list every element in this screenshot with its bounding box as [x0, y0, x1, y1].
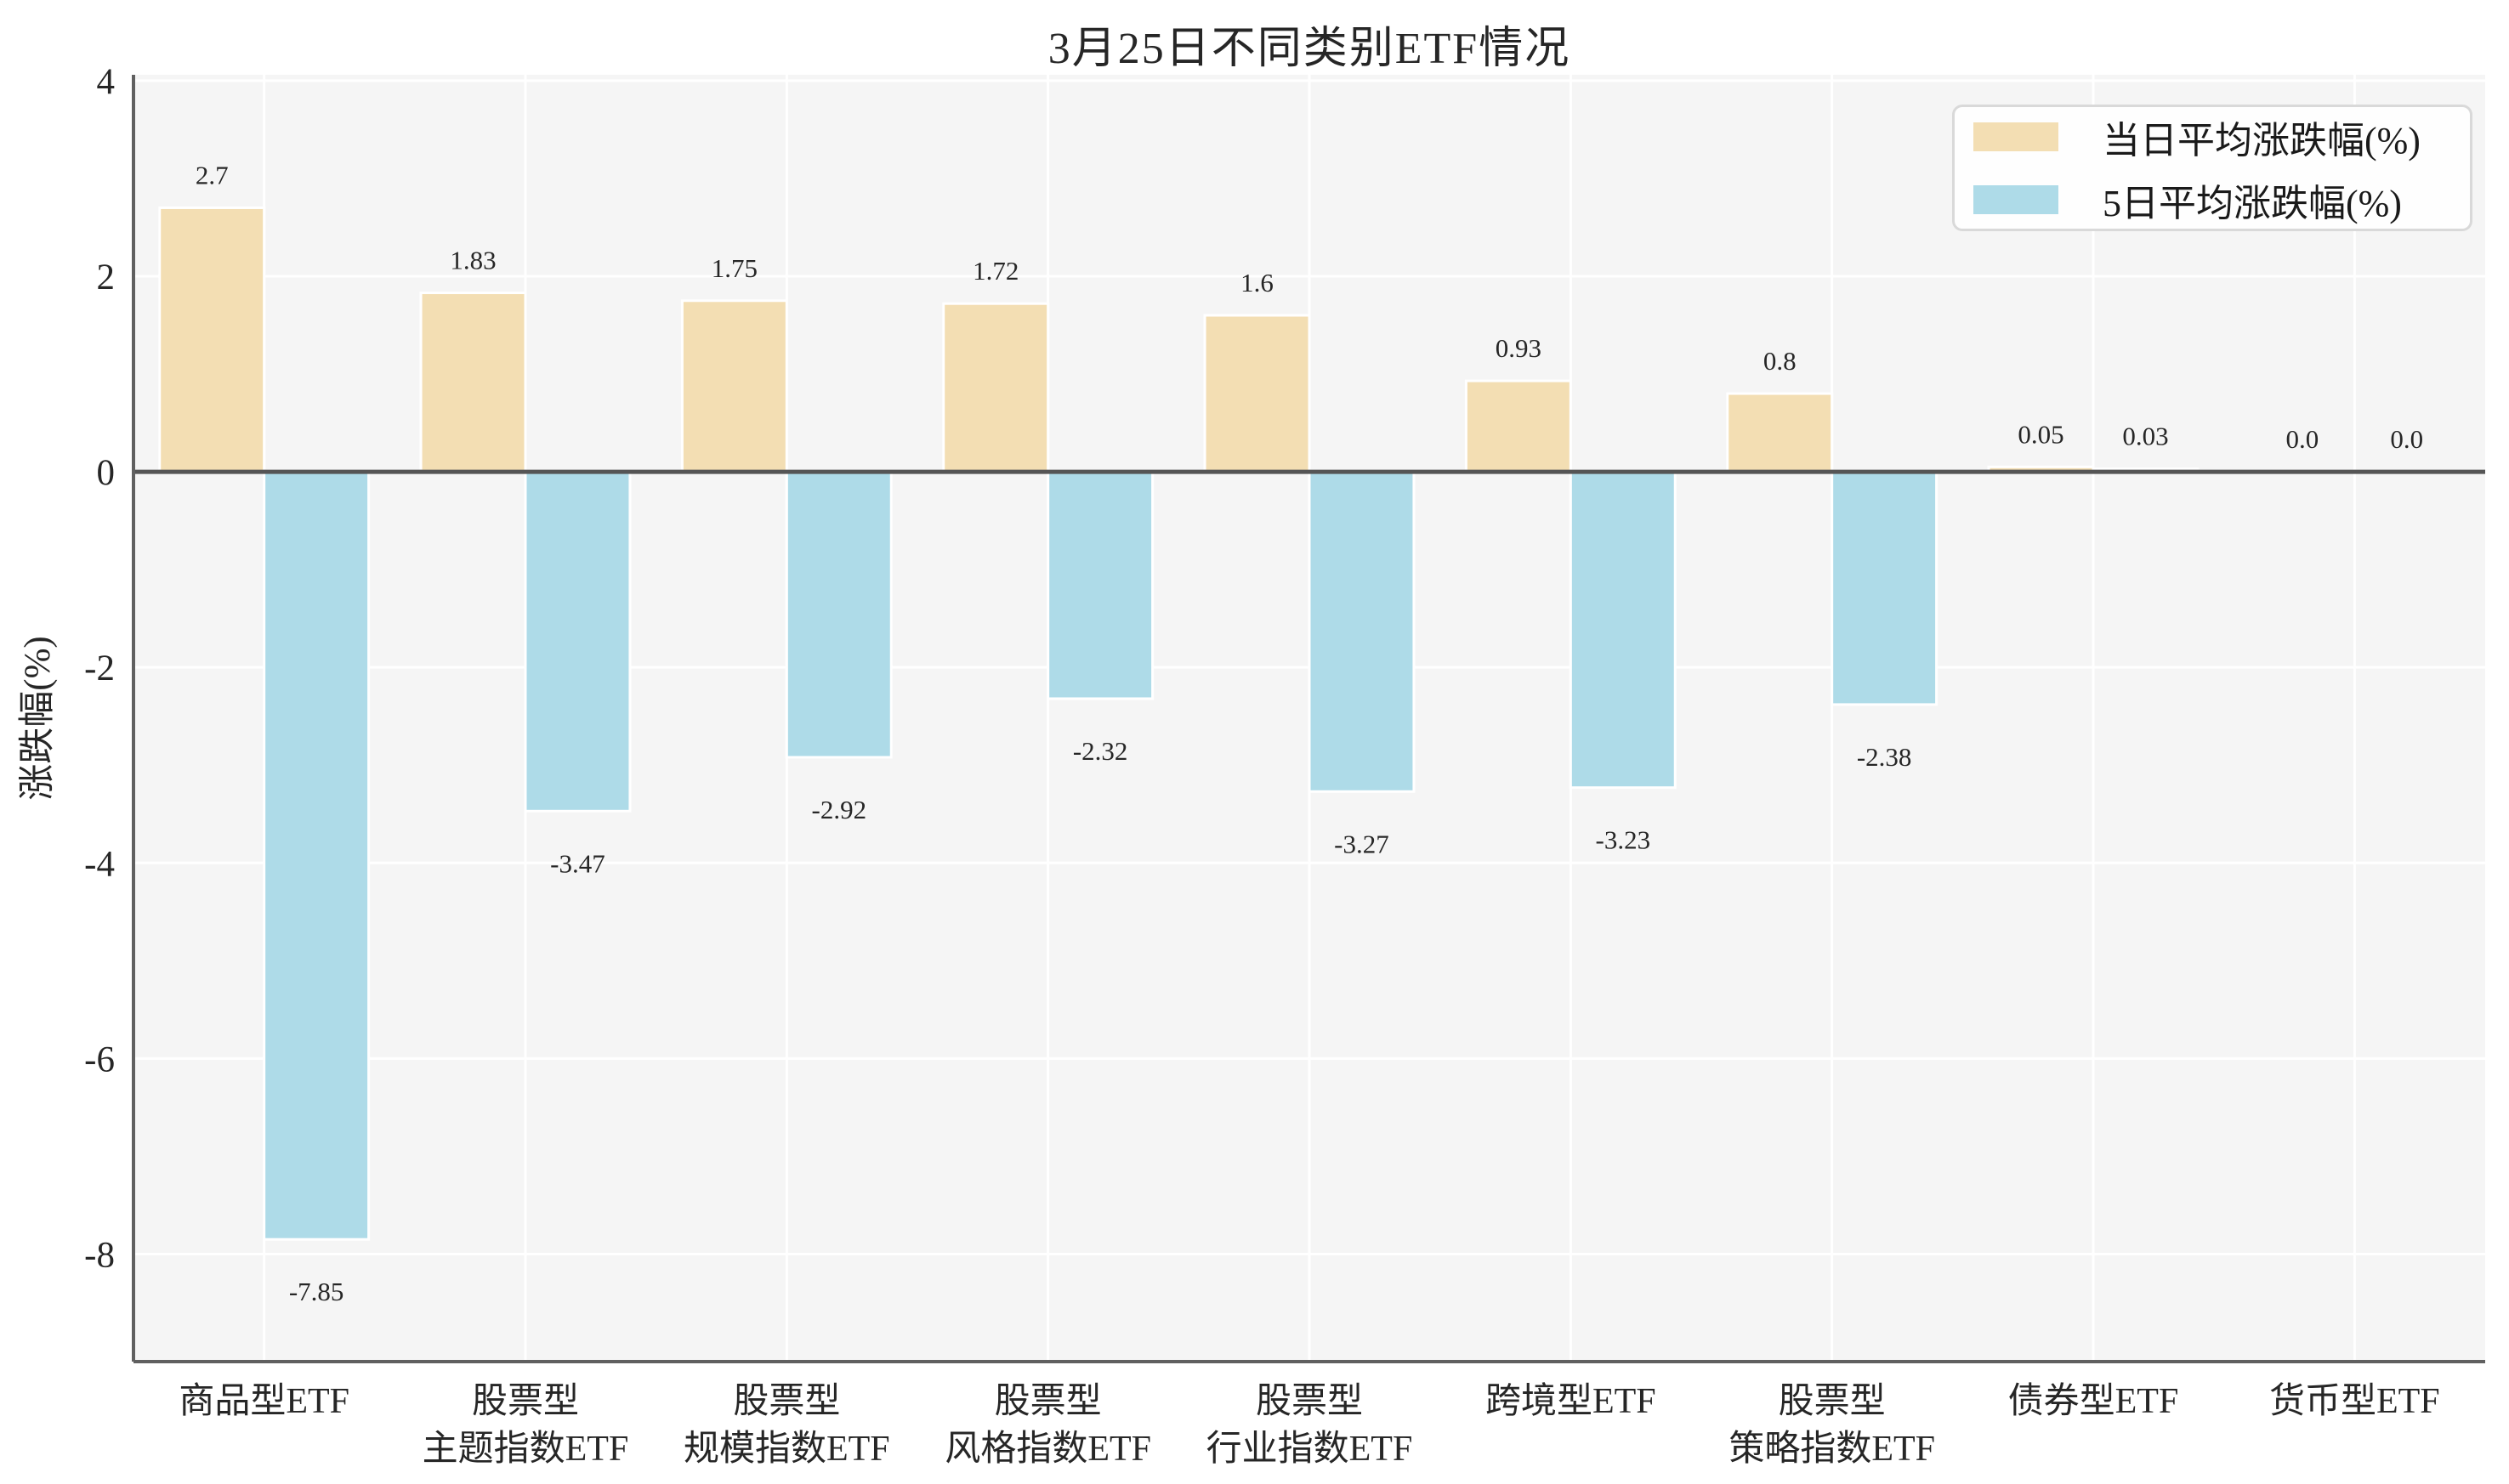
bar: [1308, 470, 1416, 793]
y-tick-label: 0: [97, 453, 116, 493]
x-category-label: 主题指数ETF: [423, 1430, 629, 1469]
bar: [419, 292, 527, 473]
value-label: 0.03: [2122, 422, 2168, 451]
x-category-label: 策略指数ETF: [1728, 1430, 1935, 1469]
legend-swatch-daily-icon: [1973, 122, 2058, 151]
gridlines: [133, 75, 2485, 1362]
x-category-label: 货币型ETF: [2269, 1382, 2440, 1421]
value-label: 1.72: [973, 256, 1019, 286]
bars-series-0: [158, 206, 2095, 473]
x-category-label: 跨境型ETF: [1485, 1381, 1656, 1421]
value-label: -3.23: [1596, 825, 1651, 855]
legend-item-daily: 当日平均涨跌幅(%): [1973, 110, 2470, 164]
bars-series-1: [263, 467, 2200, 1241]
bar: [158, 206, 266, 473]
axes: [132, 75, 2485, 1363]
bar: [1203, 314, 1311, 473]
bar: [1831, 470, 1939, 706]
y-tick-label: -8: [84, 1235, 115, 1275]
value-label: 2.7: [196, 160, 229, 190]
bar: [1464, 379, 1572, 473]
y-tick-label: 4: [97, 62, 116, 102]
value-labels-series-0: 2.7 1.83 1.75 1.72 1.6 0.93 0.8 0.05 0.0: [196, 160, 2319, 454]
bar: [1726, 392, 1834, 473]
bar: [785, 470, 893, 759]
x-category-label: 股票型: [1256, 1382, 1363, 1421]
value-label: -2.92: [812, 795, 867, 824]
value-label: 0.0: [2285, 424, 2319, 454]
x-category-label: 股票型: [472, 1382, 579, 1421]
y-tick-label: 2: [97, 258, 116, 297]
x-category-label: 债券型ETF: [2008, 1382, 2179, 1421]
value-label: 1.75: [712, 253, 758, 283]
value-label: -3.27: [1334, 829, 1389, 858]
x-category-label: 风格指数ETF: [945, 1430, 1151, 1469]
x-category-label: 商品型ETF: [179, 1382, 349, 1421]
x-category-label: 行业指数ETF: [1206, 1430, 1413, 1469]
legend: 当日平均涨跌幅(%) 5日平均涨跌幅(%): [1952, 105, 2472, 231]
y-tick-labels: 4 2 0 -2 -4 -6 -8: [84, 62, 115, 1276]
bar: [1569, 470, 1677, 790]
x-category-label: 股票型: [995, 1382, 1102, 1421]
bar: [524, 470, 632, 813]
y-tick-label: -2: [84, 649, 115, 688]
legend-item-5day: 5日平均涨跌幅(%): [1973, 173, 2470, 227]
x-category-label: 规模指数ETF: [684, 1430, 890, 1469]
bar: [680, 299, 788, 473]
bar: [1047, 470, 1155, 700]
value-label: 1.83: [450, 246, 496, 275]
value-label: 0.05: [2018, 419, 2063, 449]
chart-title: 3月25日不同类别ETF情况: [1047, 25, 1571, 73]
bar: [942, 302, 1050, 473]
value-label: 0.8: [1763, 346, 1797, 376]
value-label: 1.6: [1240, 268, 1274, 297]
value-label: -2.32: [1073, 736, 1128, 766]
legend-label-daily: 当日平均涨跌幅(%): [2103, 119, 2421, 161]
value-labels-series-1: -7.85 -3.47 -2.92 -2.32 -3.27 -3.23 -2.38 0.03 0…: [289, 422, 2423, 1307]
value-label: -3.47: [550, 848, 605, 878]
legend-label-5day: 5日平均涨跌幅(%): [2103, 182, 2402, 224]
legend-swatch-5day-icon: [1973, 184, 2058, 214]
y-tick-label: -4: [84, 844, 115, 884]
bar: [263, 470, 371, 1241]
x-category-label: 股票型: [1779, 1382, 1886, 1421]
value-label: 0.93: [1496, 333, 1541, 363]
value-label: 0.0: [2390, 424, 2423, 454]
y-axis-label: 涨跌幅(%): [18, 636, 58, 801]
x-category-label: 股票型: [733, 1382, 840, 1421]
value-label: -2.38: [1857, 742, 1912, 772]
y-tick-label: -6: [84, 1039, 115, 1079]
value-label: -7.85: [289, 1277, 344, 1306]
